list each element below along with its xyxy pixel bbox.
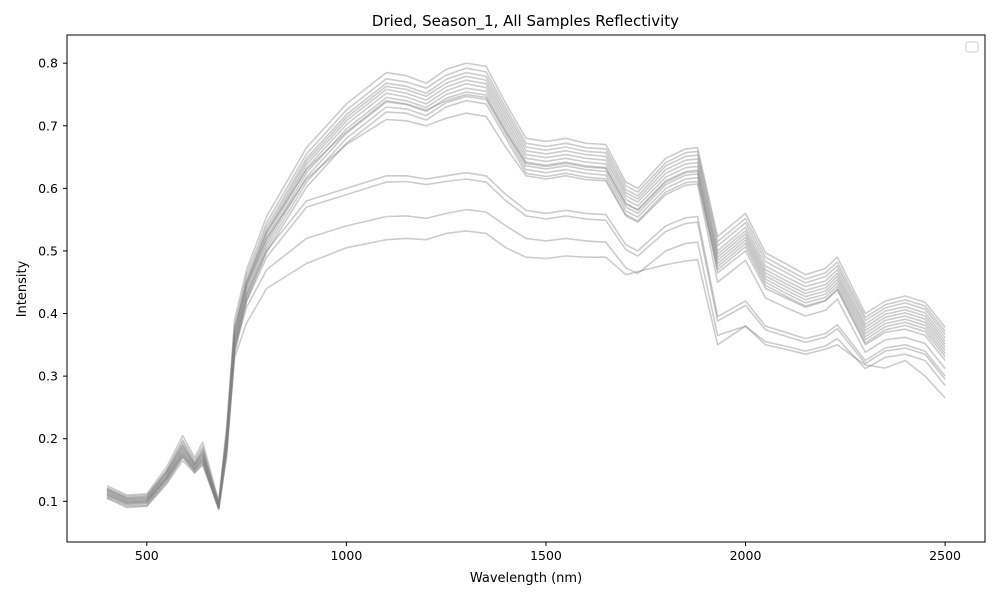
series-line-7 (106, 87, 946, 509)
chart-title: Dried, Season_1, All Samples Reflectivit… (372, 12, 679, 31)
series-line-14 (106, 178, 946, 508)
series-line-9 (106, 95, 946, 510)
y-tick-label: 0.2 (38, 431, 58, 446)
series-line-10 (106, 99, 946, 511)
x-tick-label: 2500 (929, 548, 961, 563)
x-tick-label: 1500 (530, 548, 562, 563)
series-line-12 (106, 112, 946, 506)
y-axis-label: Intensity (15, 260, 30, 317)
y-tick-label: 0.5 (38, 243, 58, 258)
y-tick-label: 0.6 (38, 181, 58, 196)
x-tick-label: 500 (135, 548, 159, 563)
series-line-6 (106, 83, 946, 508)
y-tick-label: 0.3 (38, 369, 58, 384)
x-tick-label: 2000 (730, 548, 762, 563)
x-tick-label: 1000 (330, 548, 362, 563)
series-line-1 (106, 62, 946, 503)
series-line-15 (106, 208, 946, 509)
y-tick-label: 0.1 (38, 494, 58, 509)
y-tick-label: 0.7 (38, 118, 58, 133)
series-line-5 (106, 79, 946, 508)
y-tick-label: 0.8 (38, 56, 58, 71)
x-axis: 500 1000 1500 2000 2500 (135, 542, 961, 563)
series-line-16 (106, 230, 946, 510)
y-axis: 0.1 0.2 0.3 0.4 0.5 0.6 0.7 0.8 (38, 56, 67, 509)
series-line-11 (106, 93, 946, 506)
plot-frame (66, 34, 986, 543)
series-line-13 (106, 171, 946, 508)
legend-box (965, 41, 979, 53)
series-line-8 (106, 91, 946, 509)
series-line-3 (106, 71, 946, 506)
series-line-4 (106, 75, 946, 506)
x-axis-label: Wavelength (nm) (470, 571, 582, 586)
series-line-2 (106, 67, 946, 504)
series-lines (106, 62, 946, 511)
y-tick-label: 0.4 (38, 306, 58, 321)
